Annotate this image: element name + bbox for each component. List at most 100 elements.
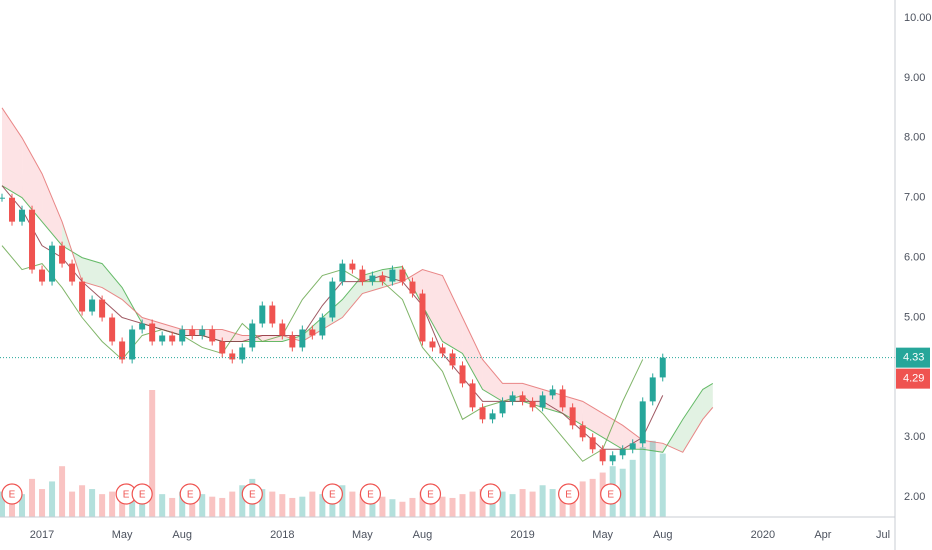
volume-bar bbox=[379, 496, 386, 517]
candle bbox=[79, 281, 86, 312]
volume-bar bbox=[29, 478, 36, 517]
x-tick-label: Aug bbox=[172, 529, 192, 541]
candle bbox=[459, 365, 466, 384]
candle bbox=[319, 317, 326, 336]
earnings-label: E bbox=[9, 490, 16, 501]
volume-bar bbox=[69, 491, 76, 517]
candle bbox=[559, 389, 566, 408]
earnings-label: E bbox=[249, 490, 256, 501]
volume-bar bbox=[399, 501, 406, 517]
candle bbox=[19, 209, 26, 222]
earnings-marker bbox=[179, 483, 201, 505]
candle bbox=[469, 383, 476, 408]
candle bbox=[289, 335, 296, 348]
volume-bar bbox=[539, 485, 546, 517]
x-tick-label: Apr bbox=[814, 529, 831, 541]
price-tag-label: 4.29 bbox=[903, 373, 924, 385]
candle bbox=[649, 377, 656, 402]
cloud-segment bbox=[2, 107, 23, 198]
candle bbox=[369, 275, 376, 282]
earnings-label: E bbox=[607, 490, 614, 501]
candle bbox=[599, 449, 606, 462]
candle bbox=[9, 197, 16, 222]
volume-bar bbox=[59, 466, 66, 517]
candle bbox=[409, 281, 416, 294]
cloud-segment bbox=[602, 413, 623, 450]
candle bbox=[159, 335, 166, 342]
candle bbox=[589, 437, 596, 450]
volume-bar bbox=[19, 494, 26, 517]
candle bbox=[49, 245, 56, 282]
earnings-marker bbox=[558, 483, 580, 505]
candle bbox=[299, 329, 306, 348]
candle bbox=[219, 341, 226, 354]
cloud-segment bbox=[642, 440, 663, 453]
candle bbox=[359, 269, 366, 282]
earnings-marker bbox=[241, 483, 263, 505]
x-tick-label: May bbox=[112, 529, 133, 541]
candle bbox=[399, 269, 406, 282]
volume-bar bbox=[169, 497, 176, 517]
candle bbox=[189, 329, 196, 336]
cloud-segment bbox=[482, 359, 503, 402]
volume-bar bbox=[0, 491, 6, 517]
volume-bar bbox=[79, 485, 86, 517]
volume-bar bbox=[339, 485, 346, 517]
candle bbox=[139, 323, 146, 330]
y-tick-label: 7.00 bbox=[904, 192, 925, 204]
candle bbox=[309, 329, 316, 336]
volume-bar bbox=[459, 494, 466, 517]
volume-bar bbox=[99, 494, 106, 517]
candle bbox=[489, 413, 496, 420]
volume-bar bbox=[499, 491, 506, 517]
volume-bar bbox=[419, 491, 426, 517]
volume-bar bbox=[239, 485, 246, 517]
candle bbox=[479, 407, 486, 420]
cloud-segment bbox=[682, 389, 703, 453]
y-tick-label: 3.00 bbox=[904, 431, 925, 443]
earnings-label: E bbox=[139, 490, 146, 501]
candle bbox=[119, 341, 126, 360]
candle bbox=[379, 275, 386, 282]
volume-bar bbox=[309, 491, 316, 517]
volume-bar bbox=[439, 496, 446, 517]
volume-bar bbox=[279, 494, 286, 517]
volume-bar bbox=[89, 489, 96, 517]
earnings-marker bbox=[479, 483, 502, 505]
volume-bar bbox=[269, 491, 276, 517]
candle bbox=[59, 245, 66, 264]
candle bbox=[609, 455, 616, 462]
volume-bar bbox=[469, 491, 476, 517]
volume-bar bbox=[619, 468, 626, 517]
earnings-label: E bbox=[487, 490, 494, 501]
volume-bar bbox=[299, 496, 306, 517]
volume-bar bbox=[209, 496, 216, 517]
volume-bar bbox=[649, 440, 656, 517]
cloud-segment bbox=[22, 137, 43, 222]
volume-bar bbox=[319, 494, 326, 517]
candle bbox=[329, 281, 336, 318]
candle bbox=[39, 269, 46, 282]
candle bbox=[29, 209, 36, 270]
y-tick-label: 10.00 bbox=[904, 12, 932, 24]
x-tick-label: Aug bbox=[413, 529, 433, 541]
candle bbox=[629, 443, 636, 450]
x-tick-label: 2018 bbox=[270, 529, 294, 541]
candle bbox=[339, 263, 346, 282]
volume-bar bbox=[369, 497, 376, 517]
volume-bar bbox=[629, 459, 636, 517]
x-tick-label: Jul bbox=[876, 529, 890, 541]
earnings-marker bbox=[1, 483, 23, 505]
volume-bar bbox=[429, 494, 436, 517]
earnings-label: E bbox=[367, 490, 374, 501]
volume-bar bbox=[129, 489, 136, 517]
volume-bar bbox=[199, 494, 206, 517]
candle bbox=[199, 329, 206, 336]
candle bbox=[499, 401, 506, 414]
volume-bar bbox=[289, 497, 296, 517]
volume-bar bbox=[579, 481, 586, 517]
earnings-label: E bbox=[123, 490, 130, 501]
candle bbox=[209, 329, 216, 342]
volume-bar bbox=[49, 481, 56, 517]
